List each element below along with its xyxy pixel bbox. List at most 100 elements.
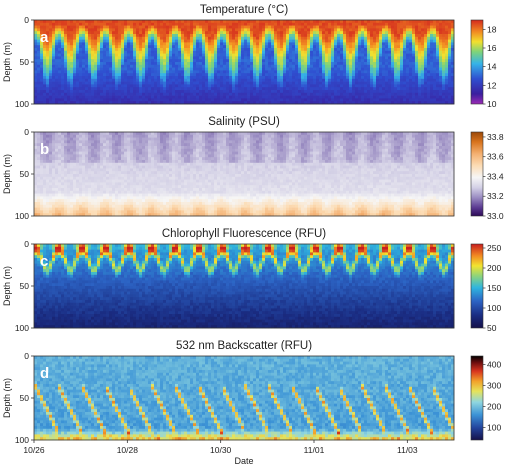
heatmap-cell xyxy=(244,81,248,85)
heatmap-cell xyxy=(343,48,347,52)
heatmap-cell xyxy=(445,76,449,80)
heatmap-cell xyxy=(130,87,134,91)
heatmap-cell xyxy=(109,28,113,32)
heatmap-cell xyxy=(55,95,59,99)
heatmap-cell xyxy=(223,67,227,71)
heatmap-cell xyxy=(400,25,404,29)
heatmap-cell xyxy=(304,48,308,52)
heatmap-cell xyxy=(187,98,191,102)
heatmap-cell xyxy=(421,90,425,94)
heatmap-cell xyxy=(442,90,446,94)
heatmap-cell xyxy=(247,67,251,71)
heatmap-cell xyxy=(316,45,320,49)
heatmap-cell xyxy=(307,95,311,99)
heatmap-cell xyxy=(418,76,422,80)
heatmap-cell xyxy=(343,39,347,43)
heatmap-cell xyxy=(202,101,206,105)
heatmap-cell xyxy=(124,59,128,63)
heatmap-cell xyxy=(73,81,77,85)
heatmap-cell xyxy=(109,73,113,77)
heatmap-cell xyxy=(64,90,68,94)
heatmap-cell xyxy=(313,73,317,77)
heatmap-cell xyxy=(178,62,182,66)
heatmap-cell xyxy=(52,42,56,46)
heatmap-cell xyxy=(115,73,119,77)
heatmap-cell xyxy=(199,53,203,57)
heatmap-cell xyxy=(238,132,242,136)
heatmap-cell xyxy=(58,73,62,77)
heatmap-cell xyxy=(148,92,152,96)
heatmap-cell xyxy=(46,59,50,63)
heatmap-cell xyxy=(169,76,173,80)
heatmap-cell xyxy=(103,34,107,38)
heatmap-cell xyxy=(49,25,53,29)
heatmap-cell xyxy=(448,67,452,71)
heatmap-cell xyxy=(76,48,80,52)
heatmap-cell xyxy=(175,34,179,38)
heatmap-cell xyxy=(280,53,284,57)
heatmap-cell xyxy=(148,143,152,147)
heatmap-cell xyxy=(55,25,59,29)
heatmap-cell xyxy=(70,132,74,136)
heatmap-cell xyxy=(280,140,284,144)
heatmap-cell xyxy=(220,42,224,46)
heatmap-cell xyxy=(124,101,128,105)
heatmap-cell xyxy=(106,62,110,66)
heatmap-cell xyxy=(37,50,41,54)
heatmap-cell xyxy=(313,87,317,91)
heatmap-cell xyxy=(433,95,437,99)
heatmap-cell xyxy=(85,45,89,49)
heatmap-cell xyxy=(61,64,65,68)
heatmap-cell xyxy=(172,25,176,29)
heatmap-cell xyxy=(433,76,437,80)
heatmap-cell xyxy=(358,73,362,77)
heatmap-cell xyxy=(115,48,119,52)
heatmap-cell xyxy=(79,45,83,49)
heatmap-cell xyxy=(97,92,101,96)
heatmap-cell xyxy=(310,45,314,49)
heatmap-cell xyxy=(82,101,86,105)
heatmap-cell xyxy=(337,53,341,57)
heatmap-cell xyxy=(73,140,77,144)
heatmap-cell xyxy=(301,134,305,138)
heatmap-cell xyxy=(343,20,347,24)
heatmap-cell xyxy=(175,81,179,85)
heatmap-cell xyxy=(382,70,386,74)
heatmap-cell xyxy=(409,143,413,147)
heatmap-cell xyxy=(415,140,419,144)
heatmap-cell xyxy=(163,81,167,85)
heatmap-cell xyxy=(292,87,296,91)
heatmap-cell xyxy=(313,92,317,96)
heatmap-cell xyxy=(349,76,353,80)
heatmap-cell xyxy=(85,67,89,71)
heatmap-cell xyxy=(388,143,392,147)
heatmap-cell xyxy=(202,48,206,52)
heatmap-cell xyxy=(229,62,233,66)
heatmap-cell xyxy=(109,84,113,88)
heatmap-cell xyxy=(283,98,287,102)
heatmap-cell xyxy=(394,92,398,96)
heatmap-cell xyxy=(301,25,305,29)
heatmap-cell xyxy=(199,62,203,66)
heatmap-cell xyxy=(139,146,143,150)
heatmap-cell xyxy=(319,48,323,52)
heatmap-cell xyxy=(148,132,152,136)
heatmap-cell xyxy=(37,134,41,138)
heatmap-cell xyxy=(121,78,125,82)
heatmap-cell xyxy=(100,87,104,91)
heatmap-cell xyxy=(262,143,266,147)
heatmap-cell xyxy=(400,84,404,88)
heatmap-cell xyxy=(328,95,332,99)
heatmap-cell xyxy=(217,34,221,38)
heatmap-cell xyxy=(211,140,215,144)
heatmap-cell xyxy=(244,90,248,94)
heatmap-cell xyxy=(436,62,440,66)
heatmap-cell xyxy=(187,146,191,150)
heatmap-cell xyxy=(445,132,449,136)
heatmap-cell xyxy=(238,92,242,96)
heatmap-cell xyxy=(439,45,443,49)
heatmap-cell xyxy=(205,20,209,24)
heatmap-cell xyxy=(445,28,449,32)
heatmap-cell xyxy=(403,67,407,71)
heatmap-cell xyxy=(253,73,257,77)
